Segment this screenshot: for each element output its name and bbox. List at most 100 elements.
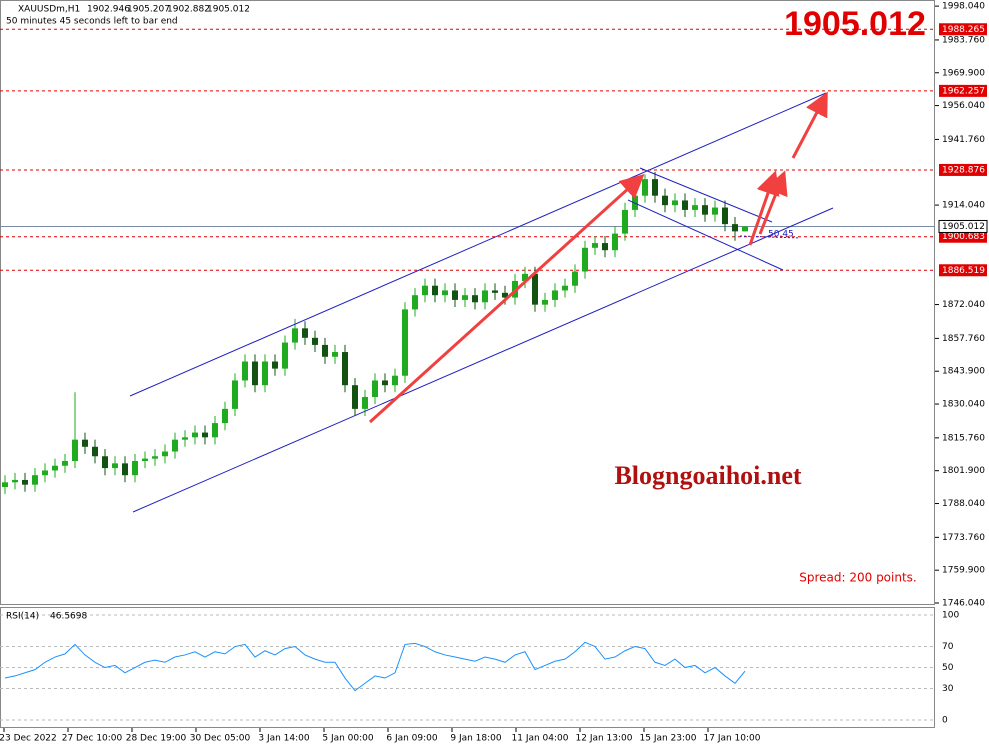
x-tick-label: 12 Jan 13:00 bbox=[576, 734, 633, 744]
candle-body bbox=[502, 292, 508, 298]
candle-body bbox=[712, 207, 718, 215]
candle-body bbox=[572, 271, 578, 286]
x-tick-label: 27 Dec 10:00 bbox=[62, 734, 123, 744]
candle-body bbox=[312, 337, 318, 345]
candle-body bbox=[192, 432, 198, 438]
y-tick-label: 1801.900 bbox=[942, 466, 985, 476]
arrow bbox=[368, 173, 645, 424]
candle-body bbox=[402, 309, 408, 376]
candle-body bbox=[462, 295, 468, 300]
candle-body bbox=[152, 456, 158, 459]
candle-body bbox=[422, 285, 428, 296]
x-tick-label: 5 Jan 00:00 bbox=[322, 734, 374, 744]
x-tick-label: 30 Dec 05:00 bbox=[190, 734, 251, 744]
candle-body bbox=[532, 273, 538, 305]
candle-body bbox=[652, 179, 658, 196]
y-tick-label: 1773.760 bbox=[942, 533, 985, 543]
y-tick-label: 1969.900 bbox=[942, 68, 985, 78]
candle-body bbox=[142, 458, 148, 461]
candle-body bbox=[92, 446, 98, 457]
candle-body bbox=[272, 361, 278, 369]
candle-body bbox=[542, 299, 548, 305]
channel-upper bbox=[129, 92, 827, 397]
y-tick-label: 1983.760 bbox=[942, 35, 985, 45]
level-label: 1900.683 bbox=[942, 232, 985, 242]
candle-body bbox=[482, 290, 488, 303]
x-tick-label: 15 Jan 23:00 bbox=[640, 734, 697, 744]
candle-body bbox=[732, 224, 738, 232]
x-tick-label: 23 Dec 2022 bbox=[0, 734, 57, 744]
candle-body bbox=[392, 375, 398, 386]
candle-body bbox=[552, 290, 558, 300]
down-channel-lower bbox=[627, 199, 784, 271]
x-tick-label: 17 Jan 10:00 bbox=[704, 734, 761, 744]
candle-body bbox=[592, 243, 598, 248]
channel-label: 50.45 bbox=[768, 230, 794, 240]
candle-body bbox=[562, 285, 568, 291]
y-tick-label: 1914.040 bbox=[942, 201, 985, 211]
watermark: Blogngoaihoi.net bbox=[614, 461, 801, 490]
level-label: 1962.257 bbox=[942, 86, 985, 96]
candle-body bbox=[342, 352, 348, 386]
arrow bbox=[791, 91, 828, 159]
level-tag bbox=[939, 84, 987, 97]
candle-body bbox=[682, 200, 688, 210]
level-tag bbox=[939, 163, 987, 176]
x-tick-label: 6 Jan 09:00 bbox=[386, 734, 438, 744]
candle-body bbox=[722, 207, 728, 225]
candle-body bbox=[222, 408, 228, 424]
rsi-line bbox=[4, 641, 746, 692]
candle-body bbox=[612, 233, 618, 251]
candle-body bbox=[32, 475, 38, 485]
candle-body bbox=[582, 247, 588, 272]
candle-body bbox=[162, 451, 168, 457]
candle-body bbox=[602, 243, 608, 251]
candle-body bbox=[2, 482, 8, 488]
candle-body bbox=[362, 397, 368, 409]
candle-body bbox=[352, 385, 358, 409]
candle-body bbox=[672, 200, 678, 206]
candle-body bbox=[472, 295, 478, 303]
candle-body bbox=[132, 460, 138, 476]
candle-body bbox=[282, 342, 288, 369]
y-tick-label: 1857.760 bbox=[942, 334, 985, 344]
candle-body bbox=[202, 432, 208, 438]
candle-body bbox=[382, 380, 388, 386]
candle-body bbox=[432, 285, 438, 296]
y-tick-label: 1788.040 bbox=[942, 499, 985, 509]
bar-high: 1905.207 bbox=[127, 5, 170, 15]
candle-body bbox=[172, 439, 178, 452]
level-tag bbox=[939, 230, 987, 243]
candle-body bbox=[82, 439, 88, 447]
bar-low: 1902.882 bbox=[167, 5, 210, 15]
arrow bbox=[758, 170, 788, 235]
x-tick-label: 28 Dec 19:00 bbox=[126, 734, 187, 744]
candle-body bbox=[102, 456, 108, 469]
y-tick-label: 1746.040 bbox=[942, 599, 985, 609]
y-tick-label: 1998.040 bbox=[942, 2, 985, 12]
main-panel bbox=[0, 0, 935, 605]
y-tick-label: 1956.040 bbox=[942, 101, 985, 111]
candle-body bbox=[122, 463, 128, 476]
level-tag bbox=[939, 264, 987, 277]
candle-body bbox=[42, 470, 48, 476]
bar-open: 1902.946 bbox=[87, 5, 130, 15]
candle-body bbox=[622, 209, 628, 234]
channels bbox=[129, 92, 834, 513]
rsi-tick-label: 100 bbox=[942, 611, 959, 621]
y-tick-label: 1843.900 bbox=[942, 367, 985, 377]
candle-body bbox=[492, 290, 498, 293]
rsi-value: 46.5698 bbox=[50, 612, 87, 622]
candle-body bbox=[242, 361, 248, 381]
candle-body bbox=[702, 205, 708, 215]
candle-body bbox=[52, 465, 58, 471]
x-tick-label: 3 Jan 14:00 bbox=[258, 734, 310, 744]
candle-body bbox=[662, 195, 668, 206]
candle-body bbox=[182, 437, 188, 440]
candle-body bbox=[522, 273, 528, 281]
candle-body bbox=[452, 290, 458, 300]
candle-body bbox=[72, 439, 78, 461]
arrows bbox=[368, 91, 828, 424]
